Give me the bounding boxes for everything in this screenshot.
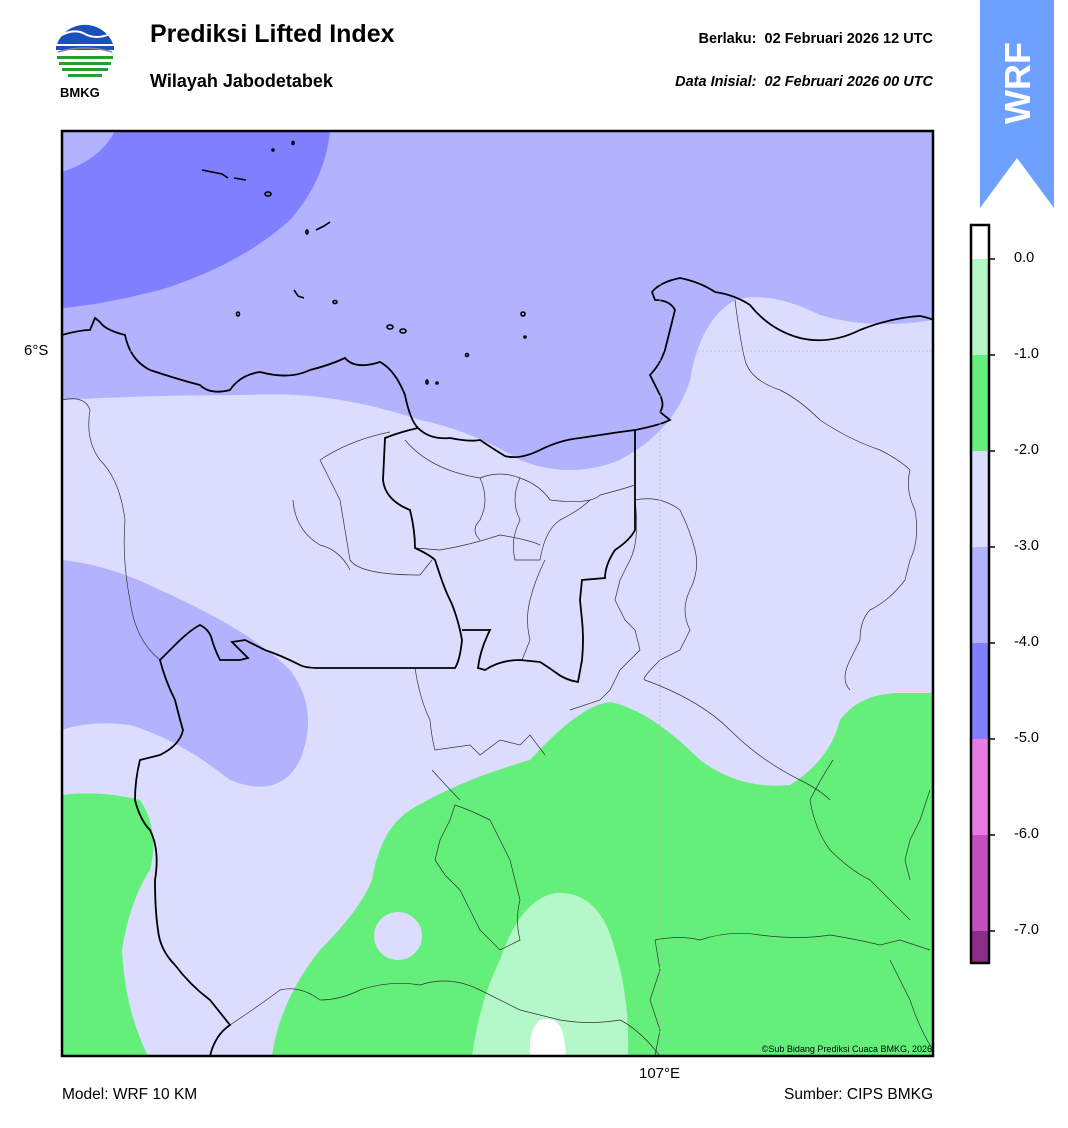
map-frame (60, 129, 935, 1058)
district-boundaries (62, 299, 933, 1056)
colorbar-segment (971, 355, 989, 451)
colorbar-segment (971, 259, 989, 355)
colorbar-segment (971, 643, 989, 739)
band-neg4-neg3-corner (62, 131, 115, 172)
colorbar-tick-label: -7.0 (1014, 922, 1039, 938)
colorbar (969, 223, 995, 965)
coastline (62, 277, 933, 459)
colorbar-tick-label: 0.0 (1014, 250, 1035, 266)
band-neg4-neg3-west (62, 560, 308, 787)
bmkg-logo-icon (55, 23, 115, 83)
copyright-text: ©Sub Bidang Prediksi Cuaca BMKG, 2026 (761, 1044, 932, 1054)
colorbar-tick-label: -4.0 (1014, 634, 1039, 650)
thousand-islands (201, 140, 527, 385)
colorbar-tick-label: -5.0 (1014, 730, 1039, 746)
latitude-label: 6°S (24, 342, 49, 359)
boundary-bekasi (462, 430, 636, 684)
wrf-badge (980, 0, 1054, 208)
colorbar-segment (971, 739, 989, 835)
bmkg-logo (54, 22, 116, 84)
init-time-label: Data Inisial: 02 Februari 2026 00 UTC (675, 74, 933, 90)
colorbar-segment (971, 451, 989, 547)
colorbar-tick-label: -6.0 (1014, 826, 1039, 842)
page-title: Prediksi Lifted Index (150, 20, 395, 48)
colorbar-tick-label: -2.0 (1014, 442, 1039, 458)
model-label: Model: WRF 10 KM (62, 1086, 198, 1103)
band-positive (529, 1018, 566, 1056)
longitude-label: 107°E (639, 1065, 681, 1082)
valid-time-label: Berlaku: 02 Februari 2026 12 UTC (698, 31, 933, 47)
logo-text: BMKG (60, 85, 100, 100)
source-label: Sumber: CIPS BMKG (783, 1086, 933, 1103)
band-neg1-0-southwest (62, 793, 154, 1056)
colorbar-frame (969, 223, 991, 965)
colorbar-segment-cap (971, 225, 989, 259)
colorbar-segment (971, 547, 989, 643)
band-neg3-neg2-hole (374, 912, 422, 960)
colorbar-segment (971, 931, 989, 963)
colorbar-segment (971, 835, 989, 931)
colorbar-tick-label: -3.0 (1014, 538, 1039, 554)
province-boundaries (62, 277, 933, 1056)
page-subtitle: Wilayah Jabodetabek (150, 71, 333, 91)
band-0-1 (472, 892, 629, 1056)
colorbar-tick-label: -1.0 (1014, 346, 1039, 362)
band-neg5-neg4 (62, 131, 330, 308)
band-neg1-0-south (272, 693, 933, 1056)
boundary-jakarta (134, 427, 463, 1056)
